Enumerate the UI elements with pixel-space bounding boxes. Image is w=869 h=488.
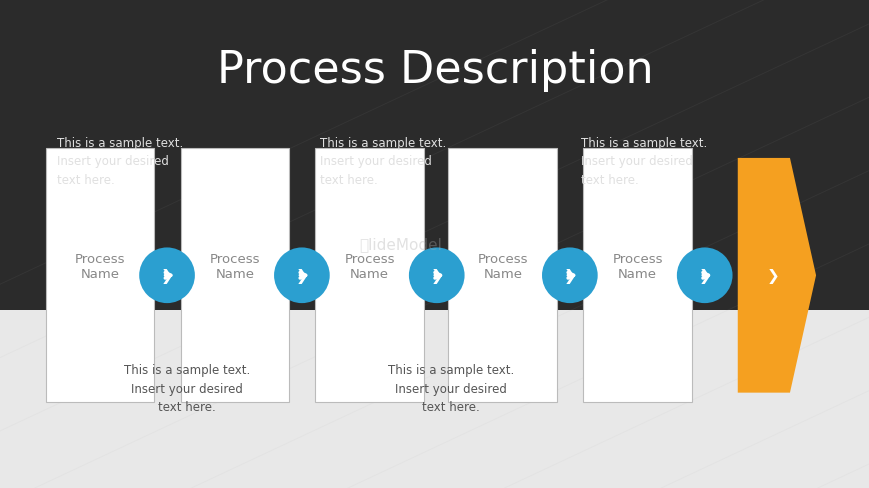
Text: ❯: ❯ [295,268,308,283]
FancyBboxPatch shape [181,149,289,403]
Text: This is a sample text.
Insert your desired
text here.: This is a sample text. Insert your desir… [320,137,446,186]
Text: Process Description: Process Description [216,49,653,92]
Text: This is a sample text.
Insert your desired
text here.: This is a sample text. Insert your desir… [387,364,514,413]
Bar [0,0,869,310]
Text: ⓈlideModel: ⓈlideModel [358,237,441,251]
Text: ❯: ❯ [563,268,575,283]
Text: Process
Name: Process Name [344,252,395,280]
Ellipse shape [408,248,464,304]
FancyBboxPatch shape [448,149,556,403]
Text: Process
Name: Process Name [209,252,260,280]
Polygon shape [737,159,815,393]
Ellipse shape [541,248,597,304]
FancyBboxPatch shape [582,149,692,403]
Text: This is a sample text.
Insert your desired
text here.: This is a sample text. Insert your desir… [123,364,250,413]
Text: ❯: ❯ [161,268,173,283]
Text: ❯: ❯ [766,268,779,283]
Text: Process
Name: Process Name [612,252,662,280]
Text: ❯: ❯ [698,268,710,283]
Ellipse shape [139,248,195,304]
Text: Process
Name: Process Name [75,252,125,280]
Ellipse shape [274,248,329,304]
Bar [0,310,869,488]
FancyBboxPatch shape [46,149,155,403]
Text: ❯: ❯ [430,268,442,283]
Text: Process
Name: Process Name [477,252,527,280]
Text: This is a sample text.
Insert your desired
text here.: This is a sample text. Insert your desir… [56,137,182,186]
FancyBboxPatch shape [315,149,424,403]
Ellipse shape [676,248,732,304]
Text: This is a sample text.
Insert your desired
text here.: This is a sample text. Insert your desir… [580,137,706,186]
